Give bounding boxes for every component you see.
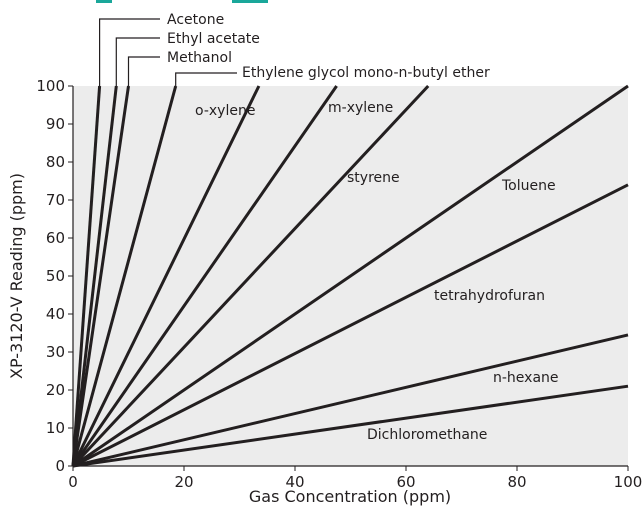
x-tick-label: 20	[174, 473, 193, 491]
x-axis-ticks: 0 20 40 60 80 100	[68, 466, 642, 491]
callout-leader-ethylene-glycol-mono-n-butyl-ether	[175, 72, 237, 86]
series-line-methanol	[71, 85, 130, 467]
y-tick-label: 40	[46, 305, 65, 323]
label-egbe: Ethylene glycol mono-n-butyl ether	[242, 65, 490, 81]
series-line-tetrahydrofuran	[72, 183, 629, 468]
label-thf: tetrahydrofuran	[434, 288, 545, 304]
label-ethyl-acetate: Ethyl acetate	[167, 31, 260, 47]
y-tick-label: 20	[46, 381, 65, 399]
label-methanol: Methanol	[167, 50, 232, 66]
series-line-o-xylene	[71, 85, 261, 467]
x-tick-label: 80	[507, 473, 526, 491]
callout-leader-methanol	[127, 56, 160, 86]
callout-leader-acetone	[98, 18, 160, 86]
cropped-header-fragment	[96, 0, 268, 3]
label-n-hexane: n-hexane	[493, 370, 559, 386]
series-line-m-xylene	[71, 85, 338, 467]
series-line-ethylene-glycol-mono-n-butyl-ether	[71, 85, 178, 467]
y-tick-label: 50	[46, 267, 65, 285]
y-tick-label: 80	[46, 153, 65, 171]
series-line-n-hexane	[72, 333, 629, 468]
callout-leaders	[98, 18, 237, 86]
x-tick-label: 0	[68, 473, 78, 491]
y-tick-label: 90	[46, 115, 65, 133]
x-tick-label: 40	[285, 473, 304, 491]
y-tick-label: 10	[46, 419, 65, 437]
label-o-xylene: o-xylene	[195, 103, 255, 119]
label-styrene: styrene	[347, 170, 400, 186]
x-axis-label: Gas Concentration (ppm)	[249, 487, 451, 506]
series-line-acetone	[71, 85, 102, 467]
x-tick-label: 100	[614, 473, 643, 491]
y-tick-label: 100	[36, 77, 65, 95]
y-tick-label: 70	[46, 191, 65, 209]
series-line-ethyl-acetate	[71, 85, 118, 467]
y-axis-ticks: 0 10 20 30 40 50 60 70 80 90 100	[36, 77, 73, 475]
series-line-toluene	[72, 84, 629, 468]
y-tick-label: 60	[46, 229, 65, 247]
y-tick-label: 0	[55, 457, 65, 475]
label-dcm: Dichloromethane	[367, 427, 487, 443]
label-m-xylene: m-xylene	[328, 100, 393, 116]
y-axis-label: XP-3120-V Reading (ppm)	[7, 173, 26, 379]
callout-leader-ethyl-acetate	[115, 37, 160, 86]
label-toluene: Toluene	[501, 178, 556, 194]
series-lines	[71, 84, 629, 468]
series-line-dichloromethane	[72, 384, 629, 468]
x-tick-label: 60	[396, 473, 415, 491]
series-line-styrene	[71, 84, 430, 468]
y-tick-label: 30	[46, 343, 65, 361]
label-acetone: Acetone	[167, 12, 224, 28]
